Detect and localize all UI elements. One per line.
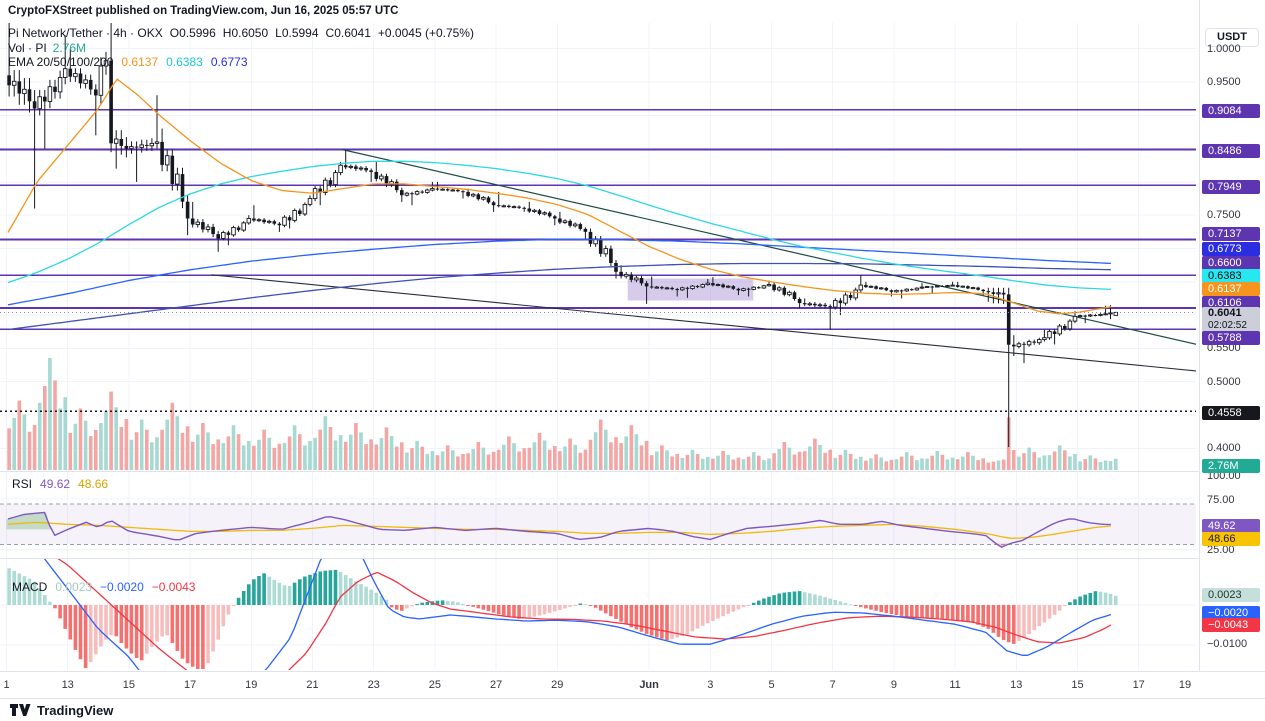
chart-svg [0, 23, 1196, 670]
axis-price-chip: 0.4558 [1202, 406, 1260, 420]
chart-canvas[interactable]: Pi Network/Tether · 4h · OKX O0.5996 H0.60… [0, 0, 1199, 698]
time-axis-tick: 15 [122, 679, 136, 691]
price-axis-tick: 100.00 [1207, 470, 1241, 482]
axis-price-chip: −0.0020 [1202, 606, 1260, 620]
time-axis-tick: 27 [489, 679, 503, 691]
price-axis-tick: 0.5500 [1207, 342, 1241, 355]
price-axis-tick: 0.9500 [1207, 76, 1241, 88]
time-axis-tick: 15 [1071, 679, 1084, 691]
axis-price-chip: −0.0043 [1202, 618, 1260, 632]
axis-price-chip: 0.9084 [1202, 104, 1260, 118]
axis-price-chip: 0.6383 [1202, 269, 1260, 283]
axis-price-chip: 0.5788 [1202, 331, 1260, 345]
axis-price-chip: 0.6106 [1202, 295, 1260, 310]
price-axis-tick: 75.00 [1207, 493, 1235, 506]
publish-text: CryptoFXStreet published on TradingView.… [8, 5, 399, 17]
time-axis[interactable]: 1 13 15 17 19 21 23 25 27 29 Jun 3 5 7 9 11 13 15 17 19 [0, 671, 1265, 698]
axis-price-chip: 0.7137 [1202, 227, 1260, 241]
time-axis-tick: 19 [1178, 679, 1192, 691]
price-axis-tick: 25.00 [1207, 543, 1235, 556]
time-axis-tick: 13 [1010, 679, 1023, 691]
tradingview-logo-icon [10, 704, 31, 716]
tradingview-logo-text: TradingView [37, 702, 114, 718]
time-axis-tick: 5 [768, 679, 775, 691]
time-axis-tick: 25 [428, 679, 442, 691]
current-price-label: 0.6041 02:02:52 [1202, 306, 1260, 332]
axis-price-chip: 0.6600 [1202, 255, 1260, 270]
price-axis-tick: 0.4000 [1207, 442, 1241, 455]
time-axis-tick: 19 [245, 679, 258, 691]
price-axis-tick: 0.5000 [1207, 375, 1241, 388]
footer-bar: TradingView [0, 698, 1265, 721]
bar-countdown: 02:02:52 [1208, 319, 1247, 331]
axis-price-chip: 2.76M [1202, 459, 1260, 473]
time-axis-tick: 9 [890, 679, 897, 691]
axis-price-chip: 0.8486 [1202, 144, 1260, 158]
axis-price-chip: 0.6137 [1202, 282, 1260, 297]
axis-price-chip: 48.66 [1202, 532, 1260, 546]
axis-price-chip: 0.7949 [1202, 179, 1260, 194]
time-axis-tick: 17 [183, 679, 197, 691]
price-axis[interactable]: USDT 1.0000 0.9500 0.7500 0.5500 0.5000 0.400… [1199, 0, 1265, 698]
time-axis-tick: 11 [949, 679, 961, 691]
price-axis-tick: 0.7500 [1207, 209, 1241, 222]
publish-header: CryptoFXStreet published on TradingView.… [0, 0, 1265, 22]
axis-price-chip: 49.62 [1202, 519, 1260, 533]
time-axis-tick: 17 [1132, 679, 1145, 691]
tradingview-logo[interactable]: TradingView [10, 703, 113, 718]
time-axis-tick: 23 [367, 679, 380, 691]
axis-price-chip: 0.0023 [1202, 588, 1260, 602]
pane-separator-rsi-macd[interactable] [0, 558, 1265, 559]
time-axis-tick: 3 [707, 679, 714, 691]
price-axis-tick: 1.0000 [1207, 42, 1241, 55]
time-axis-tick: 13 [61, 679, 74, 691]
pane-separator-price-rsi[interactable] [0, 471, 1265, 472]
time-axis-tick: 7 [829, 679, 836, 691]
time-axis-tick: Jun [639, 679, 659, 691]
price-axis-tick: −0.0100 [1207, 637, 1248, 650]
currency-toggle-button[interactable]: USDT [1205, 28, 1259, 47]
time-axis-tick: 21 [306, 679, 319, 691]
time-axis-tick: 1 [3, 679, 10, 691]
axis-price-chip: 0.6773 [1202, 241, 1260, 256]
time-axis-tick: 29 [551, 679, 564, 691]
